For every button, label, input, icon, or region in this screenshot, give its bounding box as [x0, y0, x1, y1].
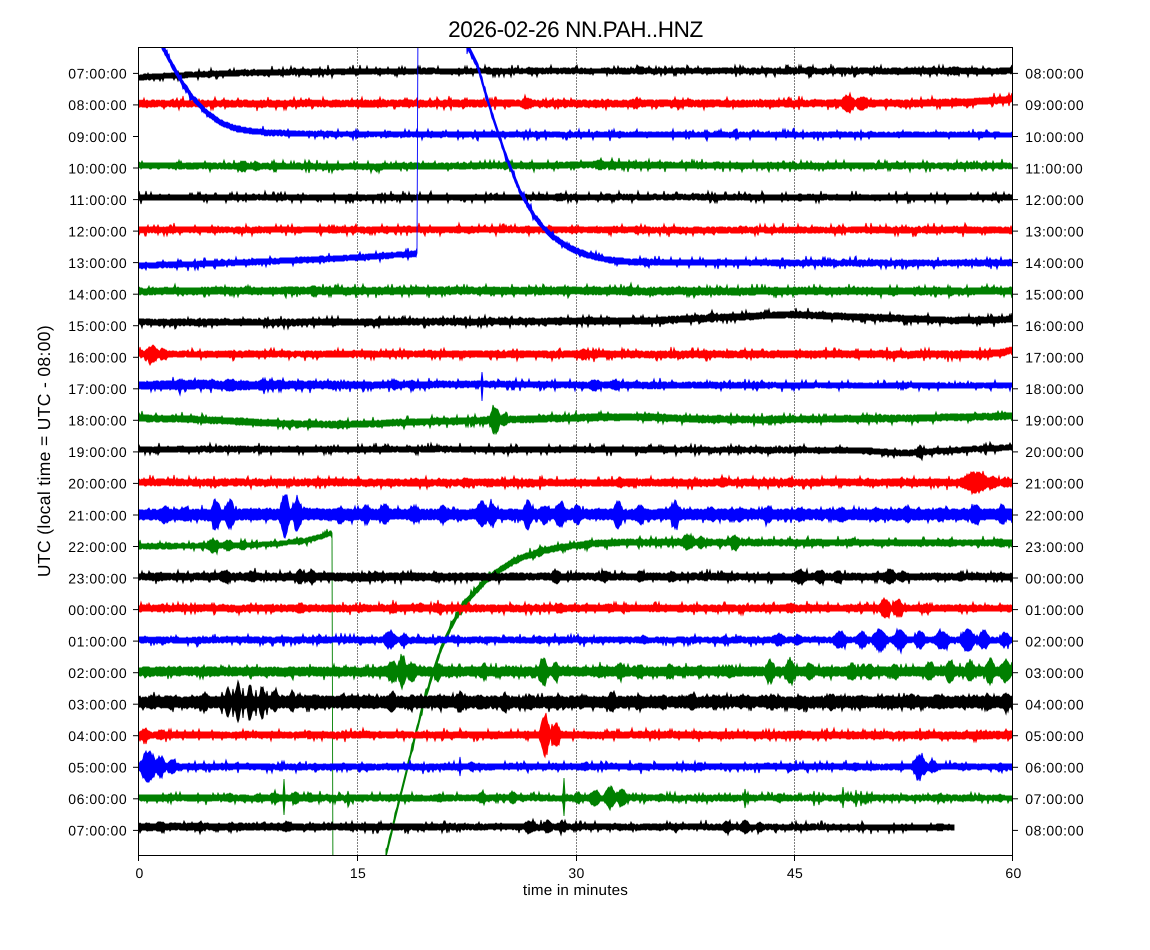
svg-text:03:00:00: 03:00:00: [68, 697, 127, 713]
svg-text:01:00:00: 01:00:00: [68, 633, 127, 649]
svg-text:23:00:00: 23:00:00: [68, 570, 127, 586]
svg-text:08:00:00: 08:00:00: [1025, 66, 1084, 82]
svg-text:30: 30: [568, 865, 584, 881]
svg-text:02:00:00: 02:00:00: [1025, 633, 1084, 649]
svg-text:19:00:00: 19:00:00: [68, 444, 127, 460]
svg-text:15:00:00: 15:00:00: [68, 318, 127, 334]
svg-text:21:00:00: 21:00:00: [68, 507, 127, 523]
svg-text:08:00:00: 08:00:00: [1025, 823, 1084, 839]
svg-text:01:00:00: 01:00:00: [1025, 602, 1084, 618]
svg-text:07:00:00: 07:00:00: [1025, 791, 1084, 807]
svg-text:12:00:00: 12:00:00: [1025, 192, 1084, 208]
svg-text:18:00:00: 18:00:00: [1025, 381, 1084, 397]
svg-text:14:00:00: 14:00:00: [68, 287, 127, 303]
svg-text:14:00:00: 14:00:00: [1025, 255, 1084, 271]
svg-text:15: 15: [350, 865, 366, 881]
svg-text:10:00:00: 10:00:00: [1025, 129, 1084, 145]
svg-text:45: 45: [787, 865, 803, 881]
svg-text:17:00:00: 17:00:00: [68, 381, 127, 397]
svg-text:06:00:00: 06:00:00: [1025, 760, 1084, 776]
svg-text:22:00:00: 22:00:00: [1025, 507, 1084, 523]
svg-text:16:00:00: 16:00:00: [68, 350, 127, 366]
svg-text:00:00:00: 00:00:00: [1025, 570, 1084, 586]
svg-text:07:00:00: 07:00:00: [68, 823, 127, 839]
svg-text:20:00:00: 20:00:00: [68, 476, 127, 492]
svg-text:13:00:00: 13:00:00: [68, 255, 127, 271]
svg-text:03:00:00: 03:00:00: [1025, 665, 1084, 681]
svg-text:04:00:00: 04:00:00: [68, 728, 127, 744]
svg-text:15:00:00: 15:00:00: [1025, 287, 1084, 303]
svg-text:UTC (local time = UTC - 08:00): UTC (local time = UTC - 08:00): [34, 325, 54, 577]
svg-text:05:00:00: 05:00:00: [68, 760, 127, 776]
svg-text:17:00:00: 17:00:00: [1025, 350, 1084, 366]
svg-text:07:00:00: 07:00:00: [68, 66, 127, 82]
svg-text:13:00:00: 13:00:00: [1025, 223, 1084, 239]
svg-text:00:00:00: 00:00:00: [68, 602, 127, 618]
svg-text:time in minutes: time in minutes: [523, 882, 628, 899]
svg-text:11:00:00: 11:00:00: [69, 192, 127, 208]
svg-text:05:00:00: 05:00:00: [1025, 728, 1084, 744]
svg-text:60: 60: [1005, 865, 1021, 881]
svg-text:06:00:00: 06:00:00: [68, 791, 127, 807]
svg-text:08:00:00: 08:00:00: [68, 97, 127, 113]
svg-text:19:00:00: 19:00:00: [1025, 413, 1084, 429]
svg-text:10:00:00: 10:00:00: [68, 160, 127, 176]
svg-text:04:00:00: 04:00:00: [1025, 697, 1084, 713]
svg-text:0: 0: [135, 865, 143, 881]
svg-text:22:00:00: 22:00:00: [68, 539, 127, 555]
svg-text:20:00:00: 20:00:00: [1025, 444, 1084, 460]
svg-text:16:00:00: 16:00:00: [1025, 318, 1084, 334]
svg-text:23:00:00: 23:00:00: [1025, 539, 1084, 555]
svg-text:09:00:00: 09:00:00: [1025, 97, 1084, 113]
svg-text:2026-02-26 NN.PAH..HNZ: 2026-02-26 NN.PAH..HNZ: [448, 17, 703, 42]
svg-text:11:00:00: 11:00:00: [1025, 160, 1083, 176]
svg-text:18:00:00: 18:00:00: [68, 413, 127, 429]
svg-text:21:00:00: 21:00:00: [1025, 476, 1084, 492]
svg-text:02:00:00: 02:00:00: [68, 665, 127, 681]
svg-text:09:00:00: 09:00:00: [68, 129, 127, 145]
svg-text:12:00:00: 12:00:00: [68, 223, 127, 239]
